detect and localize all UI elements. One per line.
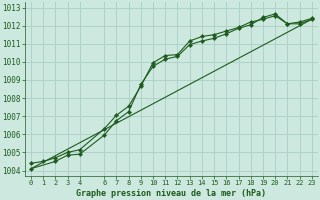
X-axis label: Graphe pression niveau de la mer (hPa): Graphe pression niveau de la mer (hPa) <box>76 189 266 198</box>
